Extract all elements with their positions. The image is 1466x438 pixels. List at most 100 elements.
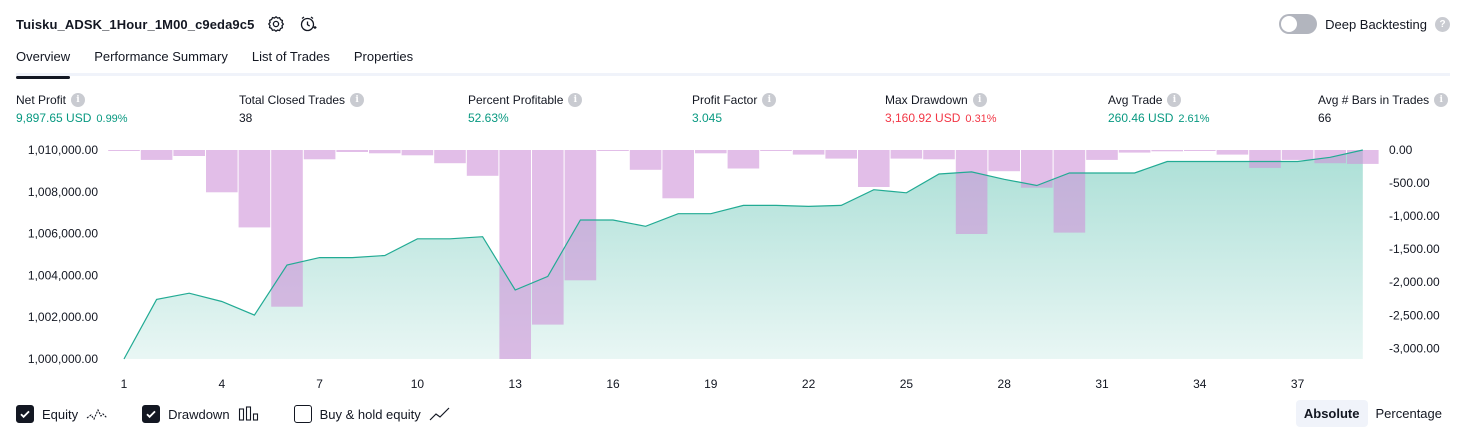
x-tick-label: 16 bbox=[606, 377, 620, 391]
deep-backtesting-toggle[interactable] bbox=[1279, 14, 1318, 34]
x-tick-label: 25 bbox=[900, 377, 914, 391]
drawdown-bar bbox=[695, 150, 727, 154]
drawdown-bar bbox=[303, 150, 336, 160]
metric-total-closed-trades: Total Closed Trades i 38 bbox=[239, 93, 365, 125]
help-icon[interactable]: ? bbox=[1435, 16, 1450, 32]
equity-drawdown-chart[interactable]: 1,010,000.00 1,008,000.00 1,006,000.00 1,00… bbox=[0, 138, 1466, 398]
drawdown-bar bbox=[1347, 150, 1379, 164]
equity-checkbox[interactable] bbox=[16, 405, 34, 423]
left-y-tick-label: 1,010,000.00 bbox=[28, 143, 98, 157]
x-tick-label: 31 bbox=[1095, 377, 1109, 391]
metrics-row: Net Profit i 9,897.65 USD 0.99% Total Clos… bbox=[16, 93, 1450, 133]
drawdown-bar bbox=[108, 150, 140, 151]
drawdown-bar bbox=[727, 150, 760, 169]
legend-buy-hold-equity[interactable]: Buy & hold equity bbox=[293, 405, 451, 423]
metric-net-profit: Net Profit i 9,897.65 USD 0.99% bbox=[16, 93, 128, 125]
info-icon[interactable]: i bbox=[1167, 93, 1182, 107]
drawdown-bar bbox=[434, 150, 466, 164]
equity-label: Equity bbox=[42, 406, 79, 422]
left-y-tick-label: 1,008,000.00 bbox=[28, 185, 98, 199]
legend-drawdown[interactable]: Drawdown bbox=[142, 405, 259, 423]
drawdown-bar bbox=[1184, 150, 1216, 151]
metric-value: 66 bbox=[1318, 111, 1332, 125]
equity-line bbox=[123, 149, 1363, 360]
settings-icon[interactable] bbox=[266, 14, 286, 34]
drawdown-bar bbox=[1086, 150, 1118, 160]
right-y-tick-label: -500.00 bbox=[1389, 176, 1430, 190]
drawdown-bar bbox=[988, 150, 1020, 172]
drawdown-bar bbox=[336, 150, 368, 152]
info-icon[interactable]: i bbox=[972, 93, 987, 107]
alert-clock-icon[interactable] bbox=[298, 14, 318, 34]
x-tick-label: 1 bbox=[121, 377, 128, 391]
buy-hold-label: Buy & hold equity bbox=[319, 406, 421, 422]
legend-equity[interactable]: Equity bbox=[16, 405, 108, 423]
chart-legend: Equity Drawdown Buy & hold equity bbox=[16, 403, 485, 425]
metric-value: 3.045 bbox=[692, 111, 723, 125]
trend-line-icon bbox=[429, 406, 451, 422]
toggle-knob bbox=[1281, 16, 1298, 32]
tab-list-of-trades[interactable]: List of Trades bbox=[251, 49, 330, 64]
percentage-mode-button[interactable]: Percentage bbox=[1375, 406, 1443, 421]
x-tick-label: 28 bbox=[998, 377, 1012, 391]
metric-label: Avg # Bars in Trades bbox=[1318, 93, 1430, 107]
drawdown-bar bbox=[173, 150, 205, 156]
right-y-tick-label: -2,000.00 bbox=[1389, 275, 1440, 289]
metric-percent-profitable: Percent Profitable i 52.63% bbox=[468, 93, 583, 125]
strategy-title: Tuisku_ADSK_1Hour_1M00_c9eda9c5 bbox=[16, 16, 255, 32]
drawdown-bar bbox=[955, 150, 988, 234]
metric-max-drawdown: Max Drawdown i 3,160.92 USD 0.31% bbox=[885, 93, 997, 125]
drawdown-bar bbox=[1249, 150, 1281, 168]
x-tick-label: 7 bbox=[316, 377, 323, 391]
drawdown-bar bbox=[1053, 150, 1086, 233]
metric-label: Profit Factor bbox=[692, 93, 758, 107]
right-y-tick-label: -1,500.00 bbox=[1389, 242, 1440, 256]
drawdown-bar bbox=[597, 150, 629, 151]
metric-profit-factor: Profit Factor i 3.045 bbox=[692, 93, 777, 125]
absolute-mode-button[interactable]: Absolute bbox=[1295, 400, 1368, 427]
metric-percent: 2.61% bbox=[1178, 113, 1210, 125]
left-y-tick-label: 1,004,000.00 bbox=[28, 268, 98, 282]
metric-label: Avg Trade bbox=[1108, 93, 1163, 107]
right-y-tick-label: -3,000.00 bbox=[1389, 341, 1440, 355]
equity-area bbox=[124, 150, 1363, 359]
x-tick-label: 10 bbox=[411, 377, 425, 391]
metric-value: 52.63% bbox=[468, 111, 509, 125]
drawdown-bar bbox=[662, 150, 694, 199]
equity-line-icon bbox=[86, 406, 108, 422]
buy-hold-checkbox[interactable] bbox=[293, 405, 312, 423]
metric-percent: 0.31% bbox=[965, 113, 997, 125]
right-y-tick-label: -2,500.00 bbox=[1389, 308, 1440, 322]
info-icon[interactable]: i bbox=[350, 93, 365, 107]
left-y-tick-label: 1,002,000.00 bbox=[28, 310, 98, 324]
metric-value: 38 bbox=[239, 111, 253, 125]
right-y-tick-label: 0.00 bbox=[1389, 143, 1413, 157]
x-tick-label: 4 bbox=[218, 377, 225, 391]
x-tick-label: 37 bbox=[1291, 377, 1305, 391]
info-icon[interactable]: i bbox=[568, 93, 583, 107]
tab-overview[interactable]: Overview bbox=[16, 44, 71, 79]
drawdown-checkbox[interactable] bbox=[142, 405, 161, 423]
metric-avg-trade: Avg Trade i 260.46 USD 2.61% bbox=[1108, 93, 1210, 125]
drawdown-bar bbox=[1216, 150, 1249, 155]
drawdown-bar bbox=[890, 150, 923, 159]
drawdown-bar bbox=[1314, 150, 1346, 164]
info-icon[interactable]: i bbox=[762, 93, 777, 107]
report-header: Tuisku_ADSK_1Hour_1M00_c9eda9c5 Deep Bac… bbox=[16, 12, 1450, 36]
drawdown-bar bbox=[401, 150, 434, 156]
drawdown-bar bbox=[923, 150, 955, 160]
metric-label: Percent Profitable bbox=[468, 93, 564, 107]
drawdown-bar bbox=[629, 150, 662, 170]
drawdown-bar bbox=[499, 150, 531, 359]
x-tick-label: 34 bbox=[1193, 377, 1207, 391]
metric-label: Max Drawdown bbox=[885, 93, 968, 107]
drawdown-bar bbox=[271, 150, 303, 307]
info-icon[interactable]: i bbox=[71, 93, 86, 107]
equity-area-fill bbox=[124, 150, 1363, 359]
drawdown-bar bbox=[792, 150, 825, 155]
drawdown-bar bbox=[1151, 150, 1183, 152]
tab-properties[interactable]: Properties bbox=[353, 49, 414, 64]
info-icon[interactable]: i bbox=[1434, 93, 1449, 107]
tab-performance-summary[interactable]: Performance Summary bbox=[94, 49, 228, 64]
metric-percent: 0.99% bbox=[96, 113, 128, 125]
